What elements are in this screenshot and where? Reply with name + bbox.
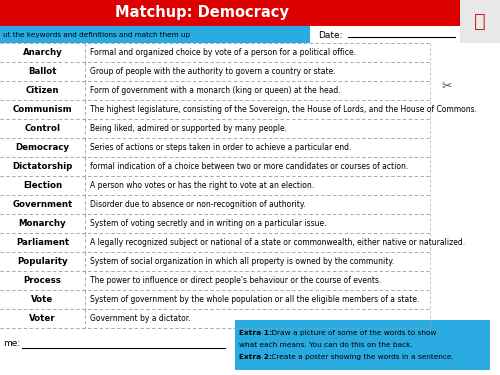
Text: Draw a picture of some of the words to show: Draw a picture of some of the words to s… [269, 330, 436, 336]
Text: Voter: Voter [29, 314, 56, 323]
Text: formal indication of a choice between two or more candidates or courses of actio: formal indication of a choice between tw… [90, 162, 408, 171]
Text: The highest legislature, consisting of the Sovereign, the House of Lords, and th: The highest legislature, consisting of t… [90, 105, 477, 114]
Text: Extra 2:: Extra 2: [239, 354, 272, 360]
Text: System of government by the whole population or all the eligible members of a st: System of government by the whole popula… [90, 295, 420, 304]
Bar [0, 0, 460, 26]
Text: ✋: ✋ [474, 12, 486, 31]
Text: ut the keywords and definitions and match them up: ut the keywords and definitions and matc… [3, 33, 190, 39]
Text: Election: Election [23, 181, 62, 190]
Text: Parliament: Parliament [16, 238, 69, 247]
Text: Extra 1:: Extra 1: [239, 330, 272, 336]
Bar [0, 26, 310, 43]
Text: Formal and organized choice by vote of a person for a political office.: Formal and organized choice by vote of a… [90, 48, 356, 57]
Text: Create a poster showing the words in a sentence.: Create a poster showing the words in a s… [269, 354, 454, 360]
Text: Matchup: Democracy: Matchup: Democracy [116, 6, 290, 21]
Text: Dictatorship: Dictatorship [12, 162, 72, 171]
Text: ✂: ✂ [442, 80, 452, 93]
Text: A legally recognized subject or national of a state or commonwealth, either nati: A legally recognized subject or national… [90, 238, 465, 247]
Bar [235, 320, 490, 370]
Text: Disorder due to absence or non-recognition of authority.: Disorder due to absence or non-recogniti… [90, 200, 306, 209]
Text: The power to influence or direct people's behaviour or the course of events.: The power to influence or direct people'… [90, 276, 382, 285]
Text: me:: me: [3, 339, 20, 348]
Bar [460, 0, 500, 43]
Text: Being liked, admired or supported by many people.: Being liked, admired or supported by man… [90, 124, 287, 133]
Text: Citizen: Citizen [26, 86, 60, 95]
Text: Series of actions or steps taken in order to achieve a particular end.: Series of actions or steps taken in orde… [90, 143, 351, 152]
Text: Popularity: Popularity [17, 257, 68, 266]
Text: Control: Control [24, 124, 60, 133]
Text: Anarchy: Anarchy [22, 48, 62, 57]
Text: Group of people with the authority to govern a country or state.: Group of people with the authority to go… [90, 67, 336, 76]
Text: Democracy: Democracy [16, 143, 70, 152]
Text: Vote: Vote [32, 295, 54, 304]
Text: Communism: Communism [12, 105, 72, 114]
Text: System of voting secretly and in writing on a particular issue.: System of voting secretly and in writing… [90, 219, 326, 228]
Text: A person who votes or has the right to vote at an election.: A person who votes or has the right to v… [90, 181, 314, 190]
Text: Ballot: Ballot [28, 67, 57, 76]
Text: Form of government with a monarch (king or queen) at the head.: Form of government with a monarch (king … [90, 86, 341, 95]
Text: Monarchy: Monarchy [18, 219, 66, 228]
Text: Government by a dictator.: Government by a dictator. [90, 314, 190, 323]
Bar [0, 43, 463, 328]
Text: System of social organization in which all property is owned by the community.: System of social organization in which a… [90, 257, 394, 266]
Text: Date:: Date: [318, 31, 342, 40]
Text: Process: Process [24, 276, 62, 285]
Text: Government: Government [12, 200, 72, 209]
Text: what each means. You can do this on the back.: what each means. You can do this on the … [239, 342, 413, 348]
